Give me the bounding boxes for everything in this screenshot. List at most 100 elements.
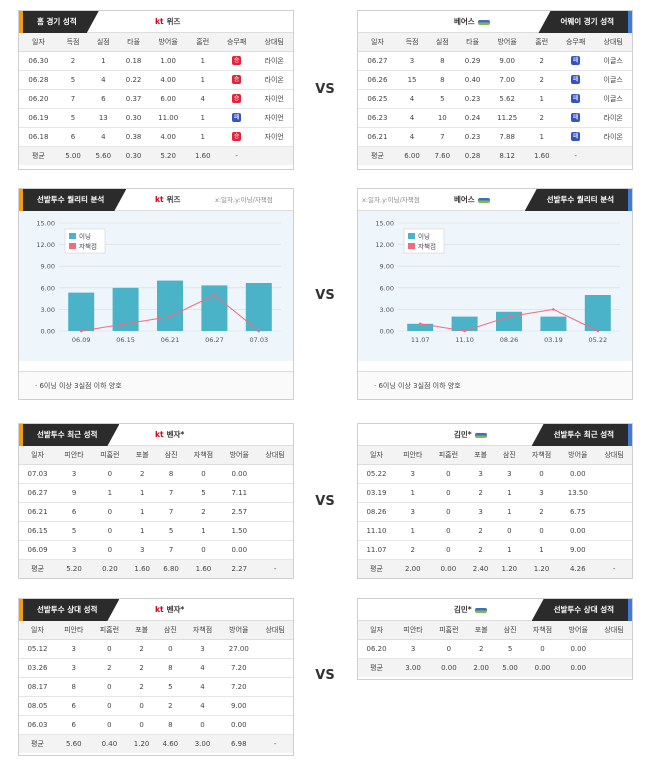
table-cell bbox=[257, 521, 293, 541]
table-header-row: 일자 피안타 피홈런 포볼 삼진 자책점 방어율 상대팀 bbox=[19, 446, 293, 465]
table-cell bbox=[257, 658, 293, 678]
column-header: 방어율 bbox=[221, 446, 258, 465]
table-cell: 7 bbox=[156, 502, 186, 522]
bears-logo-icon bbox=[477, 19, 490, 25]
table-cell: 3 bbox=[127, 540, 157, 560]
away-team-name: 베어스 bbox=[454, 17, 475, 26]
average-cell: 0.20 bbox=[91, 559, 128, 578]
table-row: 08.26 3 0 3 1 2 6.75 bbox=[358, 502, 632, 522]
table-cell: 2 bbox=[526, 70, 557, 90]
quality-right-header: x:일자,y:이닝/자책점 베어스 선발투수 퀄리티 분석 bbox=[358, 189, 632, 211]
table-cell: 자이언 bbox=[255, 108, 293, 128]
table-cell: 2 bbox=[466, 639, 496, 659]
average-cell: 평균 bbox=[19, 559, 57, 578]
column-header: 방어율 bbox=[559, 446, 597, 465]
table-cell: 0 bbox=[430, 464, 467, 484]
kt-logo: kt bbox=[155, 17, 164, 26]
column-header: 피홈런 bbox=[91, 621, 128, 640]
vs-label-2: VS bbox=[315, 288, 335, 303]
x-tick-label: 06.09 bbox=[72, 336, 91, 344]
table-cell: 라이온 bbox=[255, 51, 293, 71]
average-cell: 1.20 bbox=[127, 734, 156, 753]
column-header: 피홈런 bbox=[91, 446, 128, 465]
average-cell: 5.00 bbox=[57, 146, 89, 165]
table-cell: 0.23 bbox=[457, 89, 488, 109]
quality-right-panel: x:일자,y:이닝/자책점 베어스 선발투수 퀄리티 분석 0.00 3.00 6.… bbox=[357, 188, 633, 400]
table-cell bbox=[596, 502, 632, 522]
average-cell: 2.27 bbox=[221, 559, 258, 578]
quality-left-note: · 6이닝 이상 3실점 이하 양호 bbox=[19, 371, 293, 399]
table-cell: 06.20 bbox=[19, 89, 58, 109]
column-header: 피안타 bbox=[56, 446, 92, 465]
table-cell: 2 bbox=[127, 658, 156, 678]
table-cell: 0.00 bbox=[559, 464, 597, 484]
column-header: 일자 bbox=[19, 446, 57, 465]
table-cell: 08.05 bbox=[19, 696, 56, 716]
legend-label: 자책점 bbox=[79, 242, 97, 251]
recent-right-title: 선발투수 최근 성적 bbox=[531, 424, 632, 446]
table-cell: 0 bbox=[91, 521, 128, 541]
x-tick-label: 11.10 bbox=[455, 336, 474, 344]
table-cell: 05.12 bbox=[19, 639, 56, 659]
table-cell: 0 bbox=[185, 464, 222, 484]
bears-logo-icon bbox=[474, 607, 487, 613]
table-cell: 0.37 bbox=[118, 89, 149, 109]
average-cell: 7.60 bbox=[427, 146, 458, 165]
table-cell: 4 bbox=[184, 658, 221, 678]
table-cell: 06.19 bbox=[19, 108, 58, 128]
table-row: 06.18 6 4 0.38 4.00 1 승 자이언 bbox=[19, 127, 293, 147]
table-header-row: 일자 득점 실점 타율 방어율 홈런 승무패 상대팀 bbox=[19, 33, 293, 52]
table-cell: 03.26 bbox=[19, 658, 56, 678]
average-cell: 1.20 bbox=[523, 559, 560, 578]
table-cell: 2 bbox=[57, 51, 89, 71]
column-header: 상대팀 bbox=[594, 33, 632, 52]
table-cell: 2 bbox=[91, 658, 128, 678]
average-cell: 2.00 bbox=[394, 559, 431, 578]
average-cell: 5.20 bbox=[56, 559, 92, 578]
table-cell: 8 bbox=[427, 51, 458, 71]
table-row: 11.07 2 0 2 1 1 9.00 bbox=[358, 540, 632, 560]
quality-left-header: 선발투수 퀄리티 분석 kt 위즈 x:일자,y:이닝/자책점 bbox=[19, 189, 293, 211]
recent-right-panel: 김민* 선발투수 최근 성적 일자 피안타 피홈런 포볼 삼진 자책점 방어율 상대팀 05.2… bbox=[357, 423, 633, 579]
away-stats-table: 일자 득점 실점 타율 방어율 홈런 승무패 상대팀 06.27 3 8 0.29 9.00 2 패 이글스 0… bbox=[358, 33, 632, 165]
average-row: 평균 3.00 0.00 2.00 5.00 0.00 0.00 bbox=[358, 658, 632, 677]
result-cell: 승 bbox=[217, 51, 256, 71]
recent-right-pitcher-label: 김민* bbox=[454, 424, 487, 446]
column-header: 피홈런 bbox=[430, 446, 467, 465]
x-tick-label: 03.19 bbox=[544, 336, 563, 344]
quality-left-team-name: 위즈 bbox=[166, 195, 181, 204]
table-cell: 1 bbox=[91, 483, 128, 503]
table-cell: 9.00 bbox=[487, 51, 527, 71]
legend-swatch bbox=[408, 233, 415, 239]
table-cell: 1 bbox=[127, 483, 157, 503]
table-cell: 8 bbox=[427, 70, 458, 90]
table-cell bbox=[596, 521, 632, 541]
column-header: 상대팀 bbox=[257, 621, 293, 640]
table-cell bbox=[257, 464, 293, 484]
table-cell: 9.00 bbox=[220, 696, 258, 716]
vsrec-right-pitcher-label: 김민* bbox=[454, 599, 487, 621]
table-cell bbox=[257, 540, 293, 560]
table-row: 05.12 3 0 2 0 3 27.00 bbox=[19, 639, 293, 659]
quality-left-title: 선발투수 퀄리티 분석 bbox=[19, 189, 126, 211]
table-cell: 2 bbox=[394, 540, 431, 560]
column-header: 삼진 bbox=[155, 621, 185, 640]
column-header: 포볼 bbox=[466, 621, 496, 640]
table-cell: 4 bbox=[184, 677, 221, 697]
table-cell: 3 bbox=[56, 540, 92, 560]
average-cell: 1.60 bbox=[526, 146, 557, 165]
table-cell: 2 bbox=[155, 696, 185, 716]
result-cell: 승 bbox=[217, 70, 256, 90]
table-row: 06.20 3 0 2 5 0 0.00 bbox=[358, 639, 632, 659]
column-header: 피안타 bbox=[395, 621, 431, 640]
vsrec-left-title: 선발투수 상대 성적 bbox=[19, 599, 119, 621]
table-cell: 06.25 bbox=[358, 89, 397, 109]
average-cell: 1.60 bbox=[127, 559, 157, 578]
table-cell: 6 bbox=[56, 502, 92, 522]
line-point bbox=[213, 293, 216, 297]
table-cell bbox=[257, 715, 293, 735]
win-badge: 승 bbox=[232, 75, 242, 84]
line-point bbox=[596, 329, 600, 333]
y-tick-label: 12.00 bbox=[375, 241, 394, 249]
table-cell: 2 bbox=[127, 639, 156, 659]
